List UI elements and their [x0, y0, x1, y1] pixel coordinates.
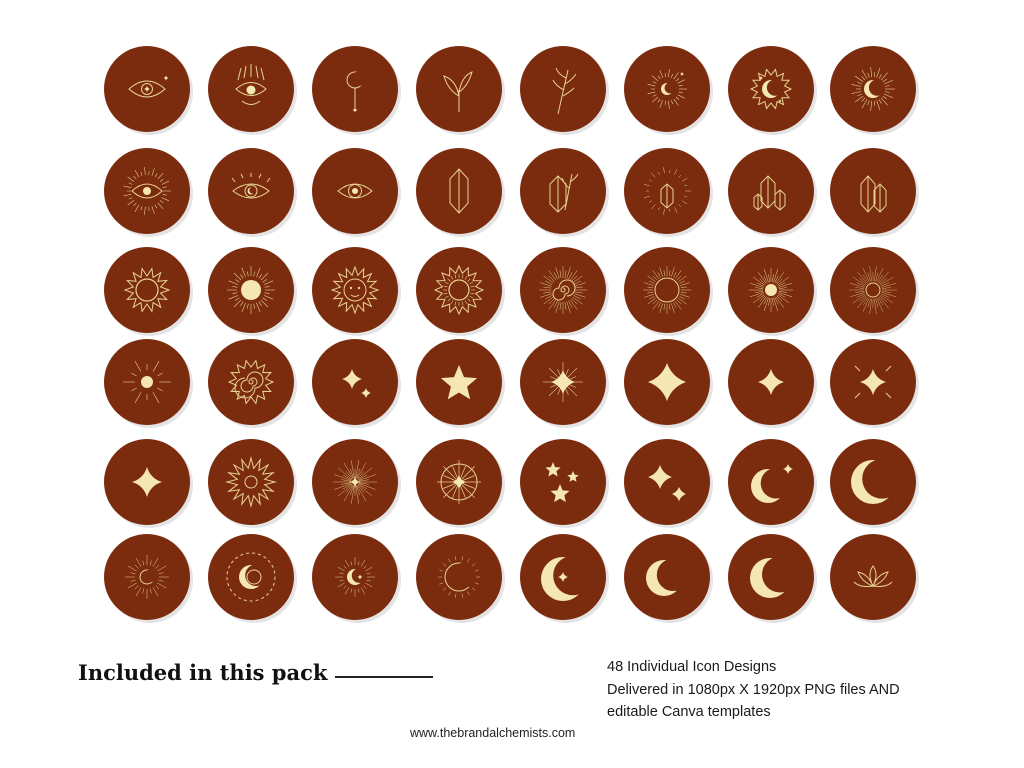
sparkle-dots-icon	[312, 439, 398, 525]
crescent-rays-icon	[104, 534, 190, 620]
crescent-large-icon	[830, 439, 916, 525]
pack-title: Included in this pack	[78, 660, 328, 685]
star-icon	[416, 339, 502, 425]
title-underline	[335, 676, 433, 678]
sparkle-small-icon	[104, 439, 190, 525]
wheat-sprig-icon	[520, 46, 606, 132]
four-point-star-icon	[624, 339, 710, 425]
sun-moon-icon	[624, 46, 710, 132]
crystal-icon	[416, 148, 502, 234]
sunburst-ring-icon	[624, 247, 710, 333]
twin-sparkles-icon	[312, 339, 398, 425]
icon-grid	[104, 46, 916, 620]
lotus-icon	[830, 534, 916, 620]
sunburst-dot-icon	[728, 247, 814, 333]
compass-star-icon	[416, 439, 502, 525]
crescent-arc-icon	[416, 534, 502, 620]
sunburst-thin-icon	[830, 247, 916, 333]
sun-dot-rays-icon	[104, 339, 190, 425]
sun-spiral-flame-icon	[416, 247, 502, 333]
stars-cluster-icon	[520, 439, 606, 525]
crescent-stars-icon	[728, 439, 814, 525]
eye-moon-icon	[208, 148, 294, 234]
leaf-sprig-icon	[416, 46, 502, 132]
sun-face-icon	[312, 247, 398, 333]
pack-details: 48 Individual Icon Designs Delivered in …	[607, 656, 900, 724]
website-url: www.thebrandalchemists.com	[410, 726, 576, 740]
crescent-ring-icon	[208, 534, 294, 620]
sparkle-rays-icon	[830, 339, 916, 425]
detail-line-format: Delivered in 1080px X 1920px PNG files A…	[607, 681, 900, 698]
eye-crown-icon	[208, 46, 294, 132]
eye-rays-icon	[104, 148, 190, 234]
moon-sunburst-icon	[830, 46, 916, 132]
eye-icon	[312, 148, 398, 234]
eye-sparkle-icon	[104, 46, 190, 132]
detail-line-count: 48 Individual Icon Designs	[607, 659, 777, 675]
sun-disc-rays-icon	[208, 247, 294, 333]
crystal-burst-icon	[624, 148, 710, 234]
spiral-rays-icon	[520, 247, 606, 333]
sparkle-trio-icon	[624, 439, 710, 525]
sun-flame-icon	[104, 247, 190, 333]
crystal-cluster-icon	[728, 148, 814, 234]
crescent-bold-icon	[624, 534, 710, 620]
sparkle-pair-icon	[728, 339, 814, 425]
hanging-moon-icon	[312, 46, 398, 132]
star-sun-icon	[208, 439, 294, 525]
crescent-star-rays-icon	[312, 534, 398, 620]
crescent-thin-icon	[728, 534, 814, 620]
crescent-star-icon	[520, 534, 606, 620]
crystal-wheat-icon	[520, 148, 606, 234]
sun-moon-stars-icon	[728, 46, 814, 132]
detail-line-templates: editable Canva templates	[607, 704, 771, 720]
crystal-pair-icon	[830, 148, 916, 234]
sun-spiral-icon	[208, 339, 294, 425]
sparkle-burst-icon	[520, 339, 606, 425]
